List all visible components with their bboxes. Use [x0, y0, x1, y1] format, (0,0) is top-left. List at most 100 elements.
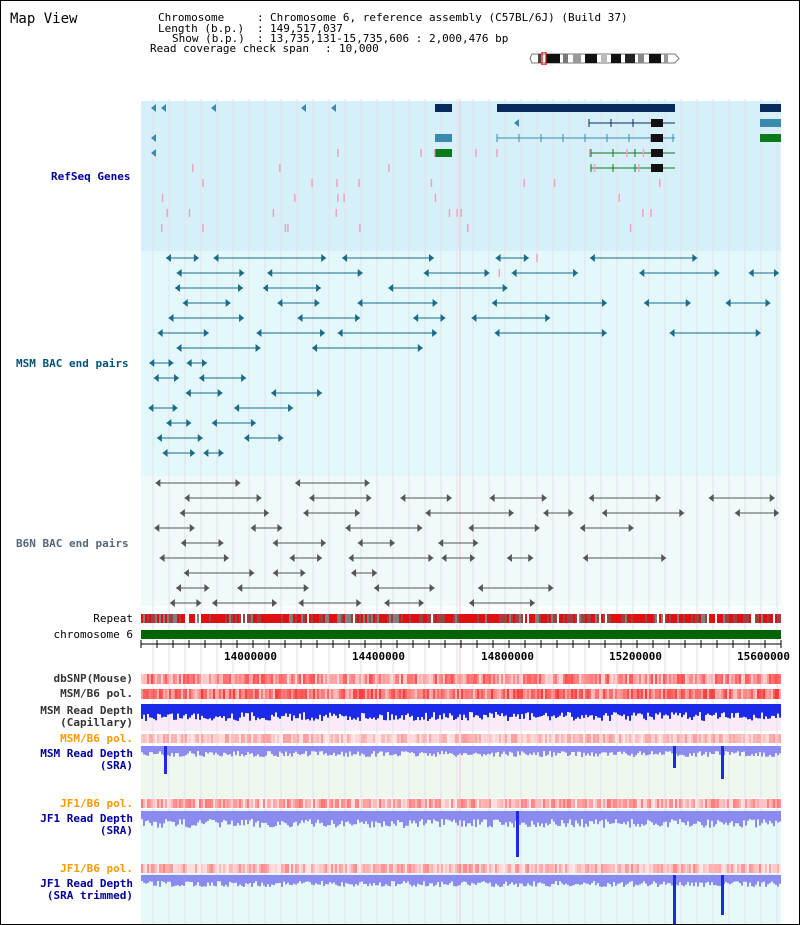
- depth-bar: [573, 746, 575, 753]
- b6n-bac-pair: [506, 554, 512, 562]
- depth-bar: [173, 704, 175, 720]
- heat-cell: [379, 864, 381, 873]
- depth-bar: [779, 704, 781, 718]
- depth-bar: [517, 704, 519, 715]
- depth-bar: [409, 704, 411, 718]
- heat-cell: [155, 799, 157, 808]
- depth-bar: [609, 704, 611, 721]
- depth-bar: [683, 875, 685, 887]
- heat-cell: [615, 734, 617, 743]
- depth-bar: [641, 746, 643, 755]
- heat-cell: [653, 674, 655, 684]
- depth-bar: [447, 704, 449, 718]
- heat-cell: [505, 864, 507, 873]
- msm-bac-pair: [321, 254, 327, 262]
- repeat-mark: [459, 614, 461, 623]
- depth-bar: [773, 704, 775, 716]
- heat-cell: [155, 674, 157, 684]
- chromosome-ideogram[interactable]: [529, 52, 683, 65]
- depth-bar: [199, 811, 201, 821]
- depth-bar: [725, 704, 727, 718]
- heat-cell: [415, 734, 417, 743]
- heat-cell: [721, 734, 723, 743]
- depth-bar: [359, 811, 361, 823]
- heat-cell: [151, 734, 153, 743]
- heat-cell: [429, 799, 431, 808]
- msm-bac-pair: [175, 284, 181, 292]
- heat-cell: [221, 864, 223, 873]
- heat-cell: [591, 799, 593, 808]
- heat-cell: [651, 734, 653, 743]
- heat-cell: [619, 864, 621, 873]
- msm-bac-pair: [417, 344, 423, 352]
- depth-bar: [141, 875, 143, 882]
- heat-cell: [287, 689, 289, 699]
- depth-bar: [585, 811, 587, 824]
- heat-cell: [451, 864, 453, 873]
- heat-cell: [705, 674, 707, 684]
- heat-cell: [305, 799, 307, 808]
- heat-cell: [163, 674, 165, 684]
- depth-bar: [439, 875, 441, 887]
- depth-bar: [767, 746, 769, 757]
- depth-bar: [655, 746, 657, 754]
- heat-cell: [479, 689, 481, 699]
- repeat-mark: [767, 614, 769, 623]
- repeat-mark: [643, 614, 645, 623]
- depth-bar: [381, 746, 383, 752]
- depth-bar: [493, 704, 495, 718]
- depth-bar: [617, 875, 619, 884]
- depth-bar: [677, 704, 679, 716]
- heat-cell: [149, 734, 151, 743]
- depth-bar: [597, 704, 599, 718]
- depth-bar: [741, 704, 743, 718]
- depth-bar: [461, 875, 463, 883]
- heat-cell: [595, 799, 597, 808]
- repeat-mark: [711, 614, 713, 623]
- heat-cell: [541, 689, 543, 699]
- heat-cell: [533, 864, 535, 873]
- depth-bar: [761, 704, 763, 713]
- msm-bac-pair: [156, 434, 162, 442]
- heat-cell: [445, 734, 447, 743]
- repeat-mark: [413, 614, 415, 623]
- msm-bac-pair: [148, 404, 154, 412]
- heat-cell: [641, 734, 643, 743]
- heat-cell: [463, 734, 465, 743]
- repeat-mark: [229, 614, 231, 623]
- heat-cell: [451, 734, 453, 743]
- heat-cell: [469, 734, 471, 743]
- depth-bar: [207, 704, 209, 720]
- heat-cell: [485, 689, 487, 699]
- heat-cell: [593, 799, 595, 808]
- heat-cell: [233, 674, 235, 684]
- heat-cell: [623, 674, 625, 684]
- depth-bar: [599, 875, 601, 887]
- heat-cell: [353, 799, 355, 808]
- heat-cell: [173, 689, 175, 699]
- heat-cell: [641, 674, 643, 684]
- depth-bar: [385, 811, 387, 826]
- heat-cell: [337, 799, 339, 808]
- depth-bar: [489, 746, 491, 755]
- heat-cell: [565, 674, 567, 684]
- b6n-bac-pair: [528, 554, 534, 562]
- heat-cell: [491, 799, 493, 808]
- depth-bar: [373, 746, 375, 752]
- depth-bar: [509, 811, 511, 822]
- depth-bar: [525, 704, 527, 714]
- msm-bac-pair: [185, 389, 191, 397]
- repeat-mark: [631, 614, 633, 623]
- heat-cell: [259, 799, 261, 808]
- heat-cell: [711, 689, 713, 699]
- heat-cell: [643, 864, 645, 873]
- depth-bar: [623, 746, 625, 752]
- depth-bar: [323, 746, 325, 755]
- b6n-bac-pair: [372, 569, 378, 577]
- depth-bar: [557, 746, 559, 753]
- depth-bar: [205, 746, 207, 753]
- depth-bar: [519, 875, 521, 884]
- heat-cell: [475, 734, 477, 743]
- repeat-mark: [605, 614, 607, 623]
